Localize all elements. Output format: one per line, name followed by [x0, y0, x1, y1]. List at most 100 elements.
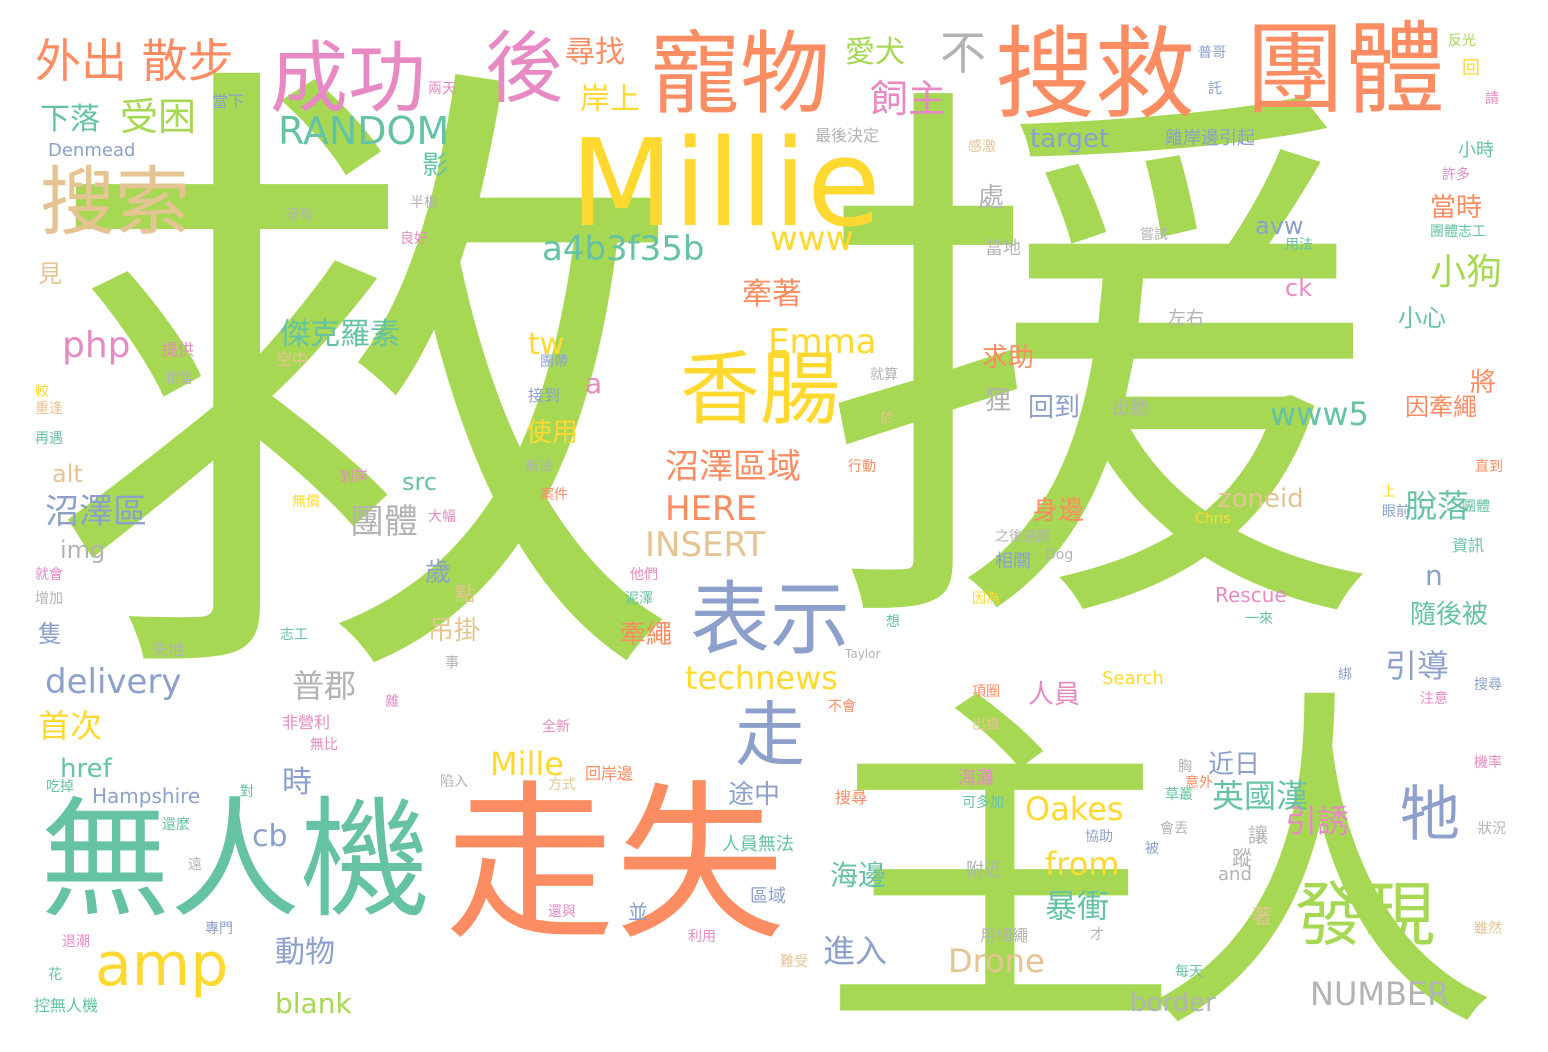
word: Denmead — [48, 140, 136, 161]
word: HERE — [665, 489, 758, 529]
word: img — [60, 536, 106, 564]
word: 牠 — [1400, 780, 1460, 850]
word: 團體 — [1245, 11, 1445, 128]
word: border — [1130, 988, 1216, 1018]
word: 專門 — [205, 921, 233, 937]
word: 無法 — [525, 459, 553, 475]
word: 利用 — [688, 929, 716, 945]
word: 下落 — [40, 102, 100, 137]
word: 志工 — [280, 627, 308, 643]
word: 影 — [422, 151, 449, 181]
word: 發現 — [1295, 874, 1435, 956]
word: 案件 — [540, 487, 568, 503]
word: 近日 — [1208, 750, 1261, 780]
word: 搜索 — [40, 158, 191, 246]
word: 增加 — [35, 591, 63, 607]
word: target — [1030, 124, 1110, 154]
word: 出掛 — [972, 717, 1000, 733]
word: 還與 — [548, 904, 576, 920]
word: INSERT — [645, 525, 766, 565]
word: Chris — [1195, 511, 1231, 527]
word: 就會 — [35, 567, 63, 583]
word: 進入 — [823, 932, 888, 970]
word: 狀況 — [1478, 821, 1506, 837]
word: 相當 — [165, 371, 193, 387]
word: ck — [1285, 274, 1313, 302]
word: 附近 — [966, 860, 1002, 881]
word: alt — [52, 460, 83, 488]
word: 香腸 — [680, 343, 840, 436]
word: Rescue — [1215, 583, 1287, 607]
word: 對 — [240, 784, 254, 800]
word: 接到 — [528, 386, 561, 405]
word: 引導 — [1385, 647, 1450, 685]
word: 用法 — [1285, 237, 1313, 253]
word: 不會 — [828, 699, 856, 715]
word: 無償 — [292, 494, 320, 510]
word: 寵物 — [650, 22, 830, 127]
word: 雖然 — [1474, 921, 1502, 937]
word: 引誘 — [1285, 802, 1350, 840]
word: 項圈 — [972, 684, 1000, 700]
word: 人員 — [1028, 680, 1081, 710]
word: 出動 — [1112, 398, 1148, 419]
word: Millie — [570, 115, 881, 254]
word: 半根 — [410, 195, 438, 211]
word: 重逢 — [35, 401, 63, 417]
word: 點 — [455, 582, 475, 606]
word: 用細繩 — [980, 926, 1029, 945]
word: 吃掉 — [46, 779, 74, 795]
word: www — [770, 219, 854, 259]
word: 非營利 — [282, 713, 331, 732]
word: 沼澤區 — [45, 492, 147, 532]
word: 脫落 — [1405, 487, 1470, 525]
word: 牽繩 — [620, 620, 673, 650]
word: 隨後被 — [1410, 600, 1489, 630]
word: 才 — [1090, 927, 1104, 943]
word: 最後決定 — [815, 126, 880, 145]
word: 失地 — [152, 640, 185, 659]
word: 因牽繩 — [1405, 393, 1477, 421]
word: 上 — [1382, 484, 1396, 500]
word: 小時 — [1458, 140, 1494, 161]
word: 岸上 — [580, 82, 640, 117]
word: Hampshire — [92, 784, 201, 808]
word: 請 — [1485, 91, 1499, 107]
word: 當下 — [212, 92, 245, 111]
word: src — [402, 468, 438, 496]
word: Search — [1102, 668, 1164, 689]
word: amp — [95, 930, 229, 1000]
word: Drone — [948, 942, 1045, 980]
word: zoneid — [1218, 484, 1304, 514]
word: 愛犬 — [845, 35, 905, 70]
word: 左右 — [1168, 308, 1204, 329]
word: 於 — [880, 411, 894, 427]
word: 遠 — [188, 857, 202, 873]
word: 回岸邊 — [585, 764, 634, 783]
word: 搜救 — [995, 16, 1195, 133]
word: 不 — [940, 26, 986, 80]
word: 方式 — [548, 777, 576, 793]
word: www5 — [1270, 395, 1369, 433]
word: 當時 — [1430, 193, 1483, 223]
word: 主人 — [820, 660, 1500, 1052]
word: 良好 — [400, 231, 428, 247]
word: 小狗 — [1430, 252, 1503, 293]
word: 還麼 — [162, 817, 190, 833]
word: 首次 — [38, 707, 103, 745]
word: 感激 — [968, 139, 996, 155]
word: Emma — [768, 322, 877, 362]
word: 因為 — [972, 591, 1000, 607]
word: 表示 — [690, 573, 850, 666]
word: 回 — [1462, 58, 1480, 79]
word: 吊掛 — [428, 616, 481, 646]
word: 無比 — [310, 737, 338, 753]
word: 機率 — [1474, 755, 1502, 771]
word: Dog — [1045, 547, 1074, 563]
word: 沒有 — [285, 207, 313, 223]
word: 受困 — [120, 95, 197, 139]
word: cb — [252, 819, 288, 854]
word: Mille — [490, 745, 564, 783]
word: 海邊 — [830, 859, 887, 892]
word: 走失 — [445, 766, 786, 964]
